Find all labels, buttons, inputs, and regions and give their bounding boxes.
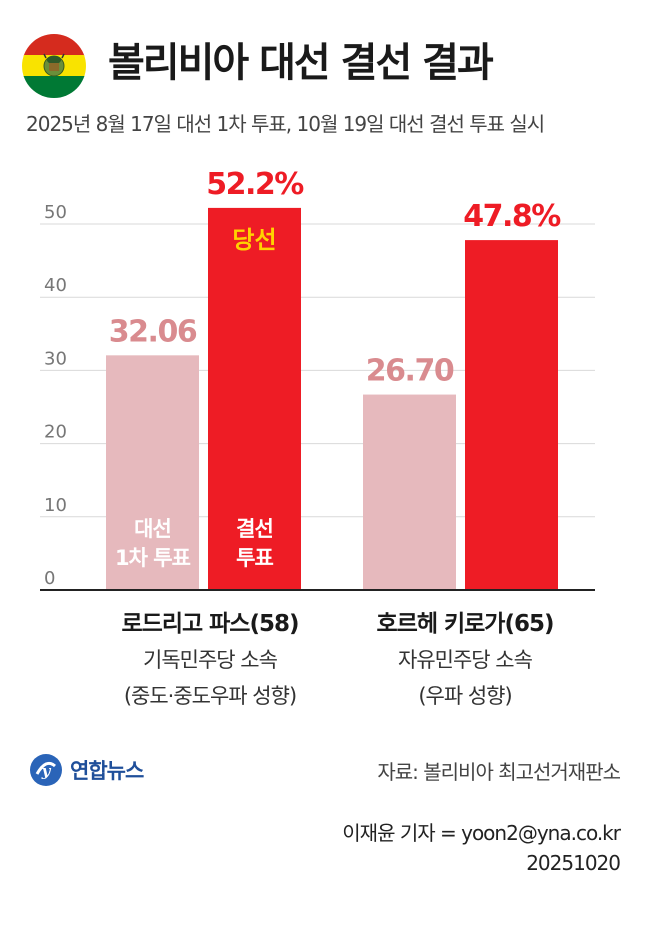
bar-runoff: [208, 207, 301, 590]
bar-runoff: [465, 240, 558, 590]
series-inbar-label: 1차 투표: [115, 546, 191, 570]
candidate-name: 로드리고 파스(58): [121, 611, 300, 637]
logo-text: 연합뉴스: [70, 759, 144, 783]
candidate-lean: (중도·중도우파 성향): [123, 684, 297, 708]
reporter-credit: 이재윤 기자 = yoon2@yna.co.kr: [342, 821, 621, 845]
series-inbar-label: 투표: [236, 546, 273, 570]
page-title: 볼리비아 대선 결선 결과: [108, 40, 494, 86]
candidate-info-quiroga: 호르헤 키로가(65) 자유민주당 소속 (우파 성향): [355, 604, 575, 710]
data-label: 26.70: [366, 354, 454, 389]
data-label: 32.06: [109, 314, 197, 349]
series-inbar-label: 대선: [134, 517, 171, 541]
credit-block: 이재윤 기자 = yoon2@yna.co.kr 20251020: [342, 818, 621, 878]
data-label: 52.2%: [206, 167, 304, 202]
svg-text:y: y: [41, 762, 52, 780]
yonhap-logo: y 연합뉴스: [28, 752, 144, 788]
bolivia-flag-icon: [22, 34, 86, 98]
series-inbar-label: 결선: [236, 517, 273, 541]
y-tick-label: 50: [44, 202, 67, 223]
y-tick-label: 20: [44, 422, 67, 443]
bar-first-round: [363, 394, 456, 590]
page-subtitle: 2025년 8월 17일 대선 1차 투표, 10월 19일 대선 결선 투표 …: [26, 112, 545, 136]
y-tick-label: 0: [44, 568, 55, 589]
y-tick-label: 40: [44, 275, 67, 296]
data-label: 47.8%: [463, 199, 561, 234]
yonhap-logo-icon: y: [30, 754, 62, 786]
bar-first-round: [106, 355, 199, 590]
candidate-party: 기독민주당 소속: [143, 648, 278, 672]
publish-date: 20251020: [526, 851, 621, 875]
candidate-info-paz: 로드리고 파스(58) 기독민주당 소속 (중도·중도우파 성향): [100, 604, 320, 710]
y-tick-label: 10: [44, 495, 67, 516]
winner-badge: 당선: [232, 226, 276, 254]
candidate-name: 호르헤 키로가(65): [376, 611, 555, 637]
source-note: 자료: 볼리비아 최고선거재판소: [377, 760, 621, 784]
candidate-party: 자유민주당 소속: [398, 648, 533, 672]
y-tick-label: 30: [44, 348, 67, 369]
candidate-lean: (우파 성향): [418, 684, 512, 708]
